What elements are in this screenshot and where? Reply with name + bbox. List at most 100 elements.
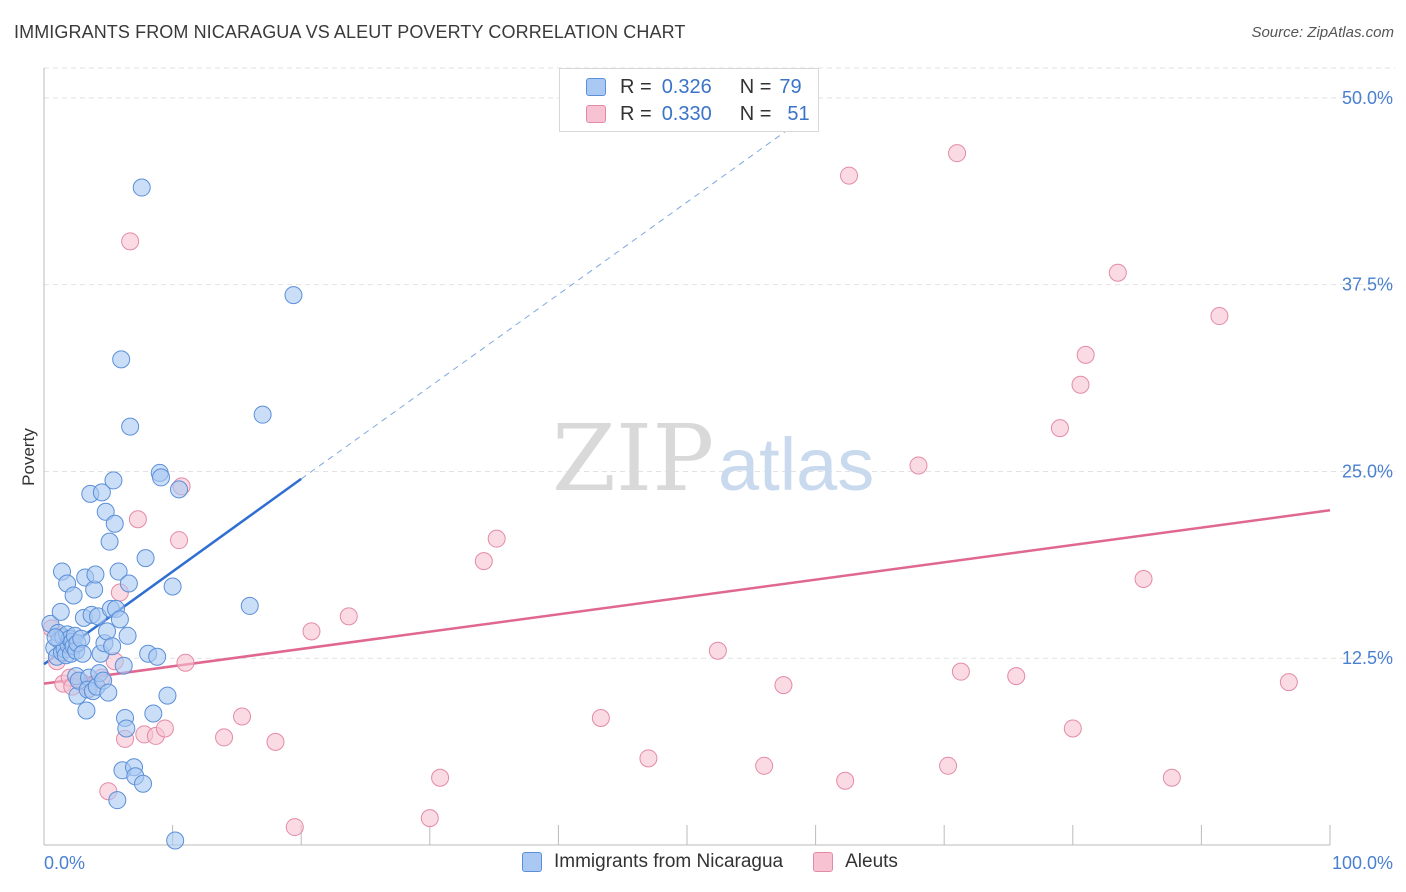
trendlines — [43, 109, 1331, 685]
aleut-point — [909, 456, 928, 475]
aleut-point — [1050, 419, 1069, 438]
aleut-point — [233, 707, 252, 726]
aleut-point — [339, 607, 358, 626]
aleut-point — [639, 749, 658, 768]
nicaragua-point — [170, 480, 189, 499]
aleut-point — [170, 531, 189, 550]
nicaragua-point — [114, 656, 133, 675]
nicaragua-point — [99, 683, 118, 702]
aleut-point — [708, 641, 727, 660]
nicaragua-point — [121, 417, 140, 436]
aleut-point — [755, 756, 774, 775]
legend-n-value: 51 — [787, 102, 810, 125]
nicaragua-point — [73, 644, 92, 663]
legend-item-aleuts[interactable]: Aleuts — [813, 851, 898, 873]
tick-labels: 12.5% 25.0% 37.5% 50.0% 0.0% 100.0% — [44, 88, 1393, 873]
nicaragua-point — [148, 647, 167, 666]
nicaragua-point — [77, 701, 96, 720]
x-tick-label: 0.0% — [44, 853, 85, 873]
chart-title: IMMIGRANTS FROM NICARAGUA VS ALEUT POVER… — [14, 22, 686, 42]
legend-item-nicaragua[interactable]: Immigrants from Nicaragua — [522, 851, 783, 873]
nicaragua-point — [98, 622, 117, 641]
y-tick-label: 37.5% — [1342, 275, 1393, 295]
aleut-point — [1134, 570, 1153, 589]
legend-n-label: N = — [739, 102, 772, 125]
aleut-point — [951, 662, 970, 681]
aleut-point — [420, 809, 439, 828]
aleut-point — [121, 232, 140, 251]
aleut-point — [474, 552, 493, 571]
aleut-point — [1108, 263, 1127, 282]
nicaragua-point — [136, 549, 155, 568]
watermark-zip: ZIP — [552, 405, 714, 512]
aleut-point — [1071, 375, 1090, 394]
nicaragua-point — [110, 610, 129, 629]
aleut-point — [1279, 673, 1298, 692]
grid — [44, 67, 1395, 659]
legend-swatch-nicaragua — [586, 78, 606, 96]
source-label: Source: ZipAtlas.com — [1251, 24, 1394, 41]
nicaragua-point — [132, 178, 151, 197]
legend-swatch-nicaragua — [522, 852, 542, 872]
nicaragua-point — [163, 577, 182, 596]
nicaragua-point — [103, 637, 122, 656]
legend-label-aleuts: Aleuts — [845, 851, 898, 872]
legend-row-nicaragua: R = 0.326 N = 79 — [586, 75, 802, 99]
legend-row-aleuts: R = 0.330 N = 51 — [586, 102, 810, 126]
nicaragua-point — [166, 831, 185, 850]
aleut-point — [939, 756, 958, 775]
nicaragua-point — [46, 628, 65, 647]
legend-n-value: 79 — [779, 75, 802, 98]
nicaragua-point — [284, 286, 303, 305]
legend-r-label: R = — [620, 75, 652, 98]
aleut-point — [302, 622, 321, 641]
nicaragua-point — [117, 719, 136, 738]
legend-label-nicaragua: Immigrants from Nicaragua — [554, 851, 784, 872]
nicaragua-point — [112, 350, 131, 369]
aleut-point — [1162, 768, 1181, 787]
x-tick-label: 100.0% — [1332, 853, 1393, 873]
legend-r-value: 0.326 — [661, 75, 712, 98]
nicaragua-point — [152, 468, 171, 487]
y-axis-label: Poverty — [19, 428, 38, 486]
nicaragua-point — [118, 626, 137, 645]
legend-n-label: N = — [739, 75, 772, 98]
aleut-point — [1063, 719, 1082, 738]
nicaragua-point — [104, 471, 123, 490]
aleut-point — [155, 719, 174, 738]
aleut-point — [266, 732, 285, 751]
aleut-point — [774, 676, 793, 695]
aleut-point — [1007, 667, 1026, 686]
nicaragua-point — [51, 602, 70, 621]
nicaragua-point — [134, 774, 153, 793]
nicaragua-point — [119, 574, 138, 593]
nicaragua-point — [96, 502, 115, 521]
legend-swatch-aleuts — [586, 105, 606, 123]
aleut-point — [948, 144, 967, 163]
y-tick-label: 12.5% — [1342, 648, 1393, 668]
nicaragua-point — [85, 580, 104, 599]
legend-r-value: 0.330 — [661, 102, 712, 125]
watermark-atlas: atlas — [718, 423, 874, 506]
nicaragua-point — [105, 514, 124, 533]
nicaragua-point — [158, 686, 177, 705]
aleut-point — [840, 166, 859, 185]
aleut-point — [128, 510, 147, 529]
nicaragua-point — [253, 405, 272, 424]
aleut-point — [285, 818, 304, 837]
series-legend: Immigrants from Nicaragua Aleuts — [522, 851, 928, 873]
legend-swatch-aleuts — [813, 852, 834, 872]
y-tick-label: 50.0% — [1342, 88, 1393, 108]
aleut-point — [1076, 345, 1095, 364]
nicaragua-point — [64, 586, 83, 605]
nicaragua-point — [72, 629, 91, 648]
aleut-point — [591, 708, 610, 727]
nicaragua-point — [240, 596, 259, 615]
aleut-point — [487, 529, 506, 548]
y-tick-label: 25.0% — [1342, 461, 1393, 481]
aleut-point — [215, 728, 234, 747]
trendline-aleuts — [43, 509, 1331, 685]
nicaragua-point — [86, 565, 105, 584]
legend-r-label: R = — [620, 102, 652, 125]
